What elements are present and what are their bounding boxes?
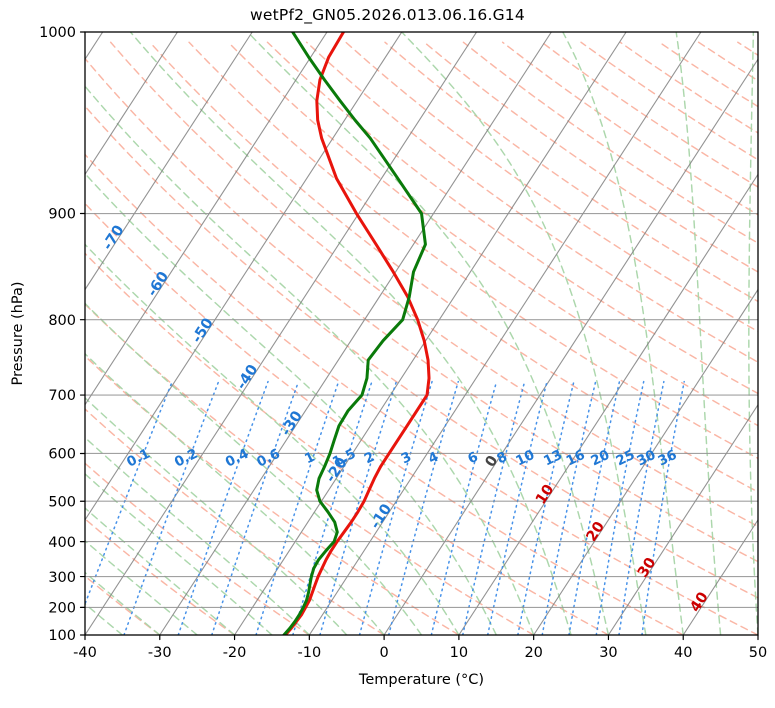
x-tick-label: 0 <box>379 645 388 661</box>
mixing-ratio-label-25: 25 <box>614 447 638 470</box>
x-tick-label: -10 <box>297 645 321 661</box>
y-tick-label: 800 <box>48 313 76 329</box>
x-tick-label: 50 <box>749 645 767 661</box>
isotherm-label--10: -10 <box>368 501 396 532</box>
y-tick-label: 500 <box>48 494 76 510</box>
isotherm-label-40: 40 <box>687 589 711 615</box>
x-tick-label: 30 <box>599 645 617 661</box>
y-tick-label: 600 <box>48 447 76 463</box>
mixing-ratio-label-0-4: 0.4 <box>223 446 252 471</box>
mixing-ratio-label-1-5: 1.5 <box>330 446 359 471</box>
background-gridlines <box>85 32 758 635</box>
y-tick-label: 300 <box>48 570 76 586</box>
mixing-ratio-label-16: 16 <box>564 447 588 470</box>
page-title: wetPf2_GN05.2026.013.06.16.G14 <box>250 6 525 24</box>
isotherm-label--40: -40 <box>234 362 262 393</box>
mixing-ratio-label-2: 2 <box>362 449 377 468</box>
y-tick-label: 200 <box>48 601 76 617</box>
mixing-ratio-label-36: 36 <box>656 447 680 470</box>
isotherm-label-10: 10 <box>533 482 557 508</box>
x-tick-label: -30 <box>148 645 172 661</box>
isotherm-label-20: 20 <box>584 519 608 545</box>
mixing-ratio-label-30: 30 <box>634 447 658 470</box>
x-tick-label: -20 <box>223 645 247 661</box>
y-tick-label: 1000 <box>39 25 76 41</box>
plot-frame <box>84 31 759 636</box>
x-axis-title: Temperature (°C) <box>358 672 484 688</box>
mixing-ratio-label-3: 3 <box>399 449 414 468</box>
x-tick-label: 10 <box>450 645 468 661</box>
dewpoint-profile-line <box>282 32 427 635</box>
mixing-ratio-label-0-2: 0.2 <box>172 446 201 471</box>
y-tick-label: 700 <box>48 388 76 404</box>
y-tick-label: 900 <box>48 207 76 223</box>
mixing-ratio-label-6: 6 <box>465 449 480 468</box>
y-tick-label: 100 <box>48 628 76 644</box>
y-tick-label: 400 <box>48 535 76 551</box>
mixing-ratio-label-0-1: 0.1 <box>124 446 153 471</box>
mixing-ratio-label-10: 10 <box>513 447 537 470</box>
isotherm-label--70: -70 <box>100 223 128 254</box>
sounding-profiles <box>282 32 431 635</box>
temperature-profile-line <box>283 32 431 635</box>
x-tick-label: 40 <box>674 645 692 661</box>
x-tick-label: 20 <box>524 645 542 661</box>
mixing-ratio-label-0-6: 0.6 <box>254 446 283 471</box>
mixing-ratio-label-20: 20 <box>588 447 612 470</box>
x-tick-label: -40 <box>73 645 97 661</box>
mixing-ratio-label-13: 13 <box>541 447 565 470</box>
isotherm-label--30: -30 <box>278 408 306 439</box>
y-axis-title: Pressure (hPa) <box>10 281 26 385</box>
